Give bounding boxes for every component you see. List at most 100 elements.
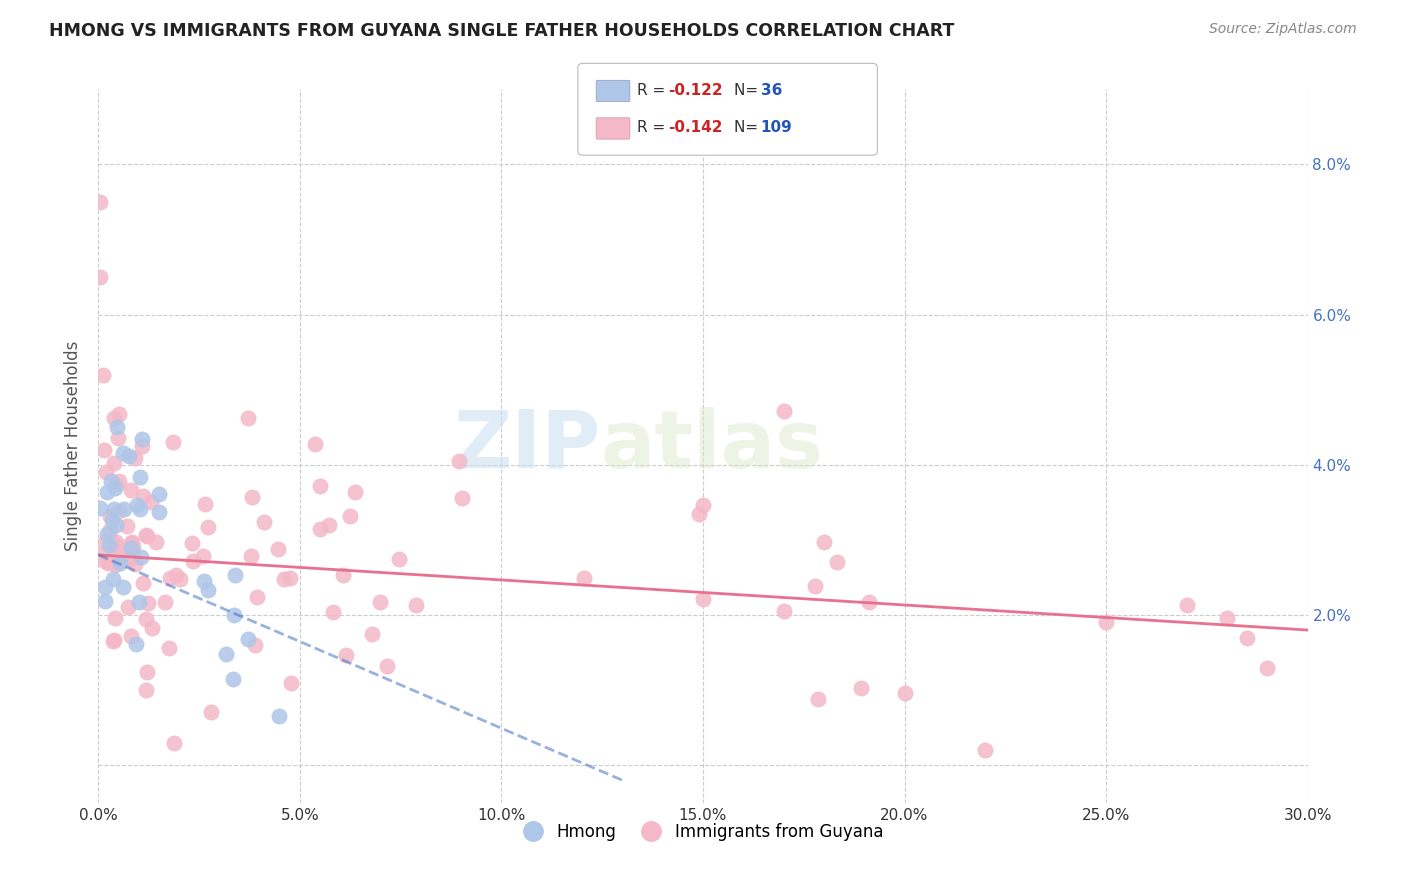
- Point: [121, 534, 143, 549]
- Point: [89, 501, 111, 516]
- Text: atlas: atlas: [600, 407, 824, 485]
- Point: [108, 504, 131, 518]
- Point: [773, 604, 796, 618]
- Text: HMONG VS IMMIGRANTS FROM GUYANA SINGLE FATHER HOUSEHOLDS CORRELATION CHART: HMONG VS IMMIGRANTS FROM GUYANA SINGLE F…: [49, 22, 955, 40]
- Point: [804, 579, 827, 593]
- Point: [224, 607, 246, 622]
- Point: [111, 446, 134, 460]
- Point: [107, 431, 129, 445]
- Text: R =: R =: [637, 83, 671, 97]
- Point: [240, 549, 263, 563]
- Point: [91, 368, 114, 382]
- Point: [1236, 631, 1258, 645]
- Point: [318, 518, 340, 533]
- Point: [1175, 598, 1198, 612]
- Point: [692, 591, 714, 606]
- Point: [253, 515, 276, 529]
- Point: [100, 509, 122, 524]
- Text: ZIP: ZIP: [453, 407, 600, 485]
- Point: [451, 491, 474, 505]
- Point: [361, 627, 384, 641]
- Point: [181, 535, 204, 549]
- Point: [93, 580, 115, 594]
- Point: [103, 502, 125, 516]
- Point: [1216, 611, 1239, 625]
- Point: [141, 494, 163, 508]
- Point: [825, 555, 848, 569]
- Point: [200, 705, 222, 719]
- Point: [159, 571, 181, 585]
- Point: [773, 404, 796, 418]
- Point: [131, 432, 153, 446]
- Point: [120, 552, 142, 566]
- Point: [103, 633, 125, 648]
- Point: [131, 575, 153, 590]
- Point: [111, 580, 134, 594]
- Point: [135, 612, 157, 626]
- Point: [193, 574, 215, 588]
- Point: [267, 709, 290, 723]
- Text: N=: N=: [734, 83, 763, 97]
- Point: [339, 508, 361, 523]
- Point: [224, 568, 246, 582]
- Point: [100, 474, 122, 488]
- Point: [89, 270, 111, 285]
- Point: [103, 456, 125, 470]
- Point: [135, 529, 157, 543]
- Point: [240, 491, 263, 505]
- Point: [135, 665, 157, 679]
- Point: [308, 523, 330, 537]
- Point: [572, 571, 595, 585]
- Point: [96, 485, 118, 500]
- Point: [368, 595, 391, 609]
- Point: [343, 485, 366, 500]
- Point: [94, 553, 117, 567]
- Point: [105, 477, 128, 491]
- Y-axis label: Single Father Households: Single Father Households: [65, 341, 83, 551]
- Point: [893, 685, 915, 699]
- Point: [236, 411, 259, 425]
- Point: [124, 451, 146, 466]
- Point: [107, 551, 129, 566]
- Point: [105, 539, 128, 553]
- Point: [162, 434, 184, 449]
- Point: [165, 568, 187, 582]
- Point: [118, 449, 141, 463]
- Point: [112, 502, 135, 516]
- Point: [332, 568, 354, 582]
- Point: [93, 442, 115, 457]
- Point: [858, 594, 880, 608]
- Point: [128, 594, 150, 608]
- Point: [105, 534, 128, 549]
- Text: 109: 109: [761, 120, 793, 135]
- Text: Source: ZipAtlas.com: Source: ZipAtlas.com: [1209, 22, 1357, 37]
- Point: [107, 474, 129, 488]
- Point: [129, 549, 152, 564]
- Point: [135, 528, 157, 542]
- Point: [94, 594, 117, 608]
- Point: [849, 681, 872, 695]
- Point: [125, 498, 148, 512]
- Point: [375, 658, 398, 673]
- Point: [145, 534, 167, 549]
- Point: [94, 535, 117, 549]
- Point: [974, 743, 997, 757]
- Point: [108, 407, 131, 421]
- Point: [692, 498, 714, 512]
- Point: [101, 634, 124, 648]
- Point: [122, 540, 145, 554]
- Point: [105, 518, 128, 533]
- Point: [98, 538, 121, 552]
- Point: [104, 558, 127, 572]
- Point: [105, 420, 128, 434]
- Point: [688, 507, 710, 521]
- Point: [120, 536, 142, 550]
- Point: [405, 599, 427, 613]
- Point: [136, 596, 159, 610]
- Text: N=: N=: [734, 120, 763, 135]
- Point: [135, 683, 157, 698]
- Point: [222, 673, 245, 687]
- Point: [97, 557, 120, 571]
- Point: [124, 558, 146, 572]
- Point: [267, 542, 290, 557]
